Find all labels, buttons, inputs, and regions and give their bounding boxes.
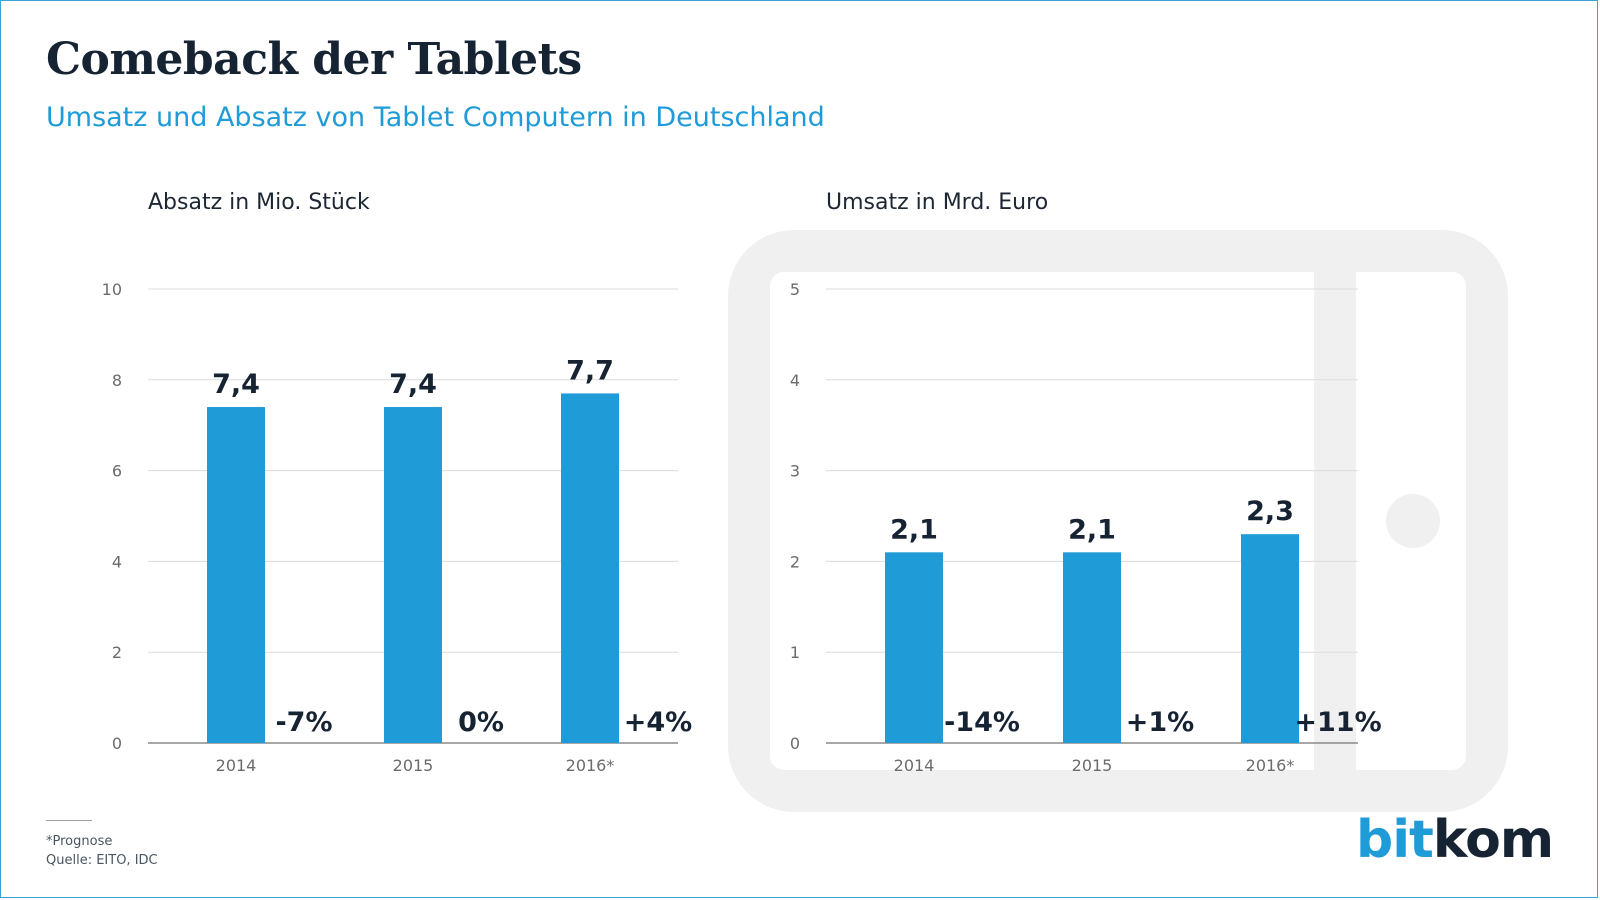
bitkom-logo: bitkom: [1356, 814, 1554, 866]
footnote-prognose: *Prognose: [46, 834, 113, 849]
footnote-divider: [46, 820, 92, 821]
umsatz-y-tick: 3: [790, 462, 800, 481]
chart-title-absatz: Absatz in Mio. Stück: [148, 190, 370, 215]
absatz-x-tick: 2015: [393, 756, 434, 775]
umsatz-x-tick: 2015: [1072, 756, 1113, 775]
absatz-bar: [561, 393, 619, 743]
absatz-change-label: -7%: [275, 707, 332, 738]
absatz-x-tick: 2016*: [566, 756, 615, 775]
tablet-outline-icon: [728, 230, 1508, 812]
umsatz-change-label: +11%: [1294, 707, 1381, 738]
absatz-y-tick: 2: [112, 643, 122, 662]
umsatz-y-tick: 1: [790, 643, 800, 662]
tablet-bezel-strip: [1314, 272, 1356, 770]
umsatz-change-label: +1%: [1126, 707, 1194, 738]
umsatz-x-tick: 2014: [894, 756, 935, 775]
page-subtitle: Umsatz und Absatz von Tablet Computern i…: [46, 102, 825, 133]
absatz-bar: [207, 407, 265, 743]
umsatz-y-tick: 4: [790, 371, 800, 390]
absatz-y-tick: 8: [112, 371, 122, 390]
absatz-y-tick: 6: [112, 462, 122, 481]
umsatz-value-label: 2,1: [1068, 514, 1116, 545]
umsatz-y-tick: 0: [790, 734, 800, 753]
umsatz-x-tick: 2016*: [1246, 756, 1295, 775]
absatz-y-tick: 10: [102, 280, 122, 299]
tablet-home-button-icon: [1386, 494, 1440, 548]
absatz-value-label: 7,4: [212, 369, 260, 400]
umsatz-y-tick: 5: [790, 280, 800, 299]
absatz-y-tick: 4: [112, 552, 122, 571]
absatz-x-tick: 2014: [216, 756, 257, 775]
absatz-change-label: 0%: [458, 707, 504, 738]
page-title: Comeback der Tablets: [46, 34, 582, 85]
umsatz-bar: [885, 552, 943, 743]
footnote-source: Quelle: EITO, IDC: [46, 853, 158, 868]
chart-title-umsatz: Umsatz in Mrd. Euro: [826, 190, 1049, 215]
logo-part-bit: bit: [1356, 810, 1434, 870]
absatz-value-label: 7,4: [389, 369, 437, 400]
umsatz-y-tick: 2: [790, 552, 800, 571]
absatz-value-label: 7,7: [566, 355, 614, 386]
umsatz-bar: [1241, 534, 1299, 743]
absatz-change-label: +4%: [624, 707, 692, 738]
absatz-bar: [384, 407, 442, 743]
logo-part-kom: kom: [1432, 810, 1554, 870]
umsatz-change-label: -14%: [944, 707, 1020, 738]
umsatz-bar: [1063, 552, 1121, 743]
umsatz-value-label: 2,1: [890, 514, 938, 545]
umsatz-value-label: 2,3: [1246, 496, 1294, 527]
absatz-y-tick: 0: [112, 734, 122, 753]
